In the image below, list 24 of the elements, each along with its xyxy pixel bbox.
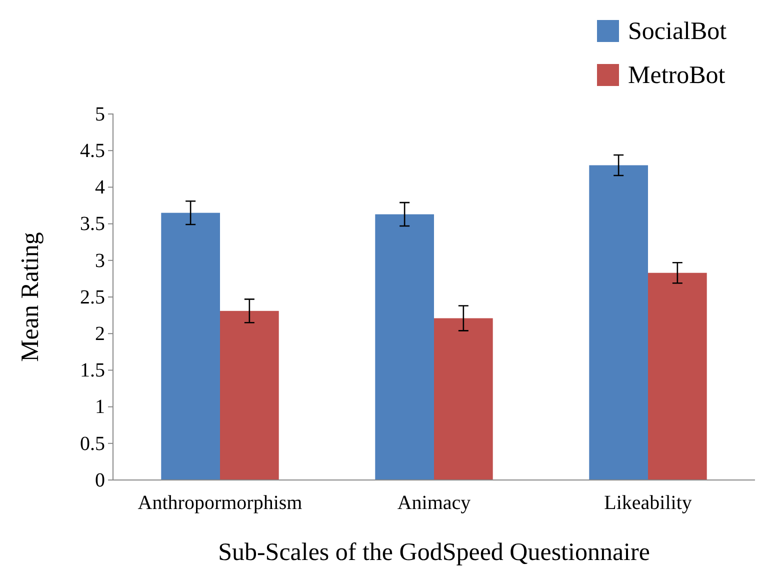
bar: [589, 165, 648, 480]
y-tick-label: 2: [95, 323, 105, 345]
legend-label: SocialBot: [628, 18, 727, 45]
x-tick-label: Likeability: [604, 492, 692, 514]
x-tick-label: Anthropormorphism: [138, 492, 303, 514]
legend-label: MetroBot: [628, 62, 726, 89]
x-tick-label: Animacy: [397, 492, 471, 514]
y-tick-label: 0: [95, 469, 105, 492]
y-tick-label: 4.5: [80, 140, 105, 162]
bar: [161, 212, 220, 480]
y-tick-label: 2.5: [80, 286, 105, 308]
bar: [648, 272, 707, 480]
y-tick-label: 4: [95, 176, 105, 199]
y-tick-label: 3: [95, 250, 105, 272]
y-tick-label: 3.5: [80, 213, 105, 236]
y-tick-label: 1: [95, 396, 105, 418]
y-tick-label: 0.5: [80, 432, 105, 455]
x-axis-title: Sub-Scales of the GodSpeed Questionnaire: [218, 539, 650, 566]
y-axis-title: Mean Rating: [17, 232, 44, 362]
y-tick-label: 5: [95, 103, 105, 126]
y-tick-label: 1.5: [80, 360, 105, 382]
bar: [434, 318, 493, 480]
bar: [375, 214, 434, 480]
bar: [220, 310, 279, 480]
